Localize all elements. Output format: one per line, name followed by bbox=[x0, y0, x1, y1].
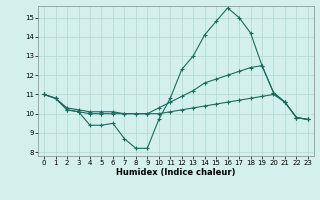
X-axis label: Humidex (Indice chaleur): Humidex (Indice chaleur) bbox=[116, 168, 236, 177]
